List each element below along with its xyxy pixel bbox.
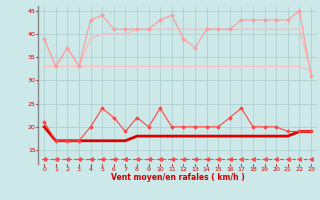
X-axis label: Vent moyen/en rafales ( km/h ): Vent moyen/en rafales ( km/h ) [111,173,244,182]
